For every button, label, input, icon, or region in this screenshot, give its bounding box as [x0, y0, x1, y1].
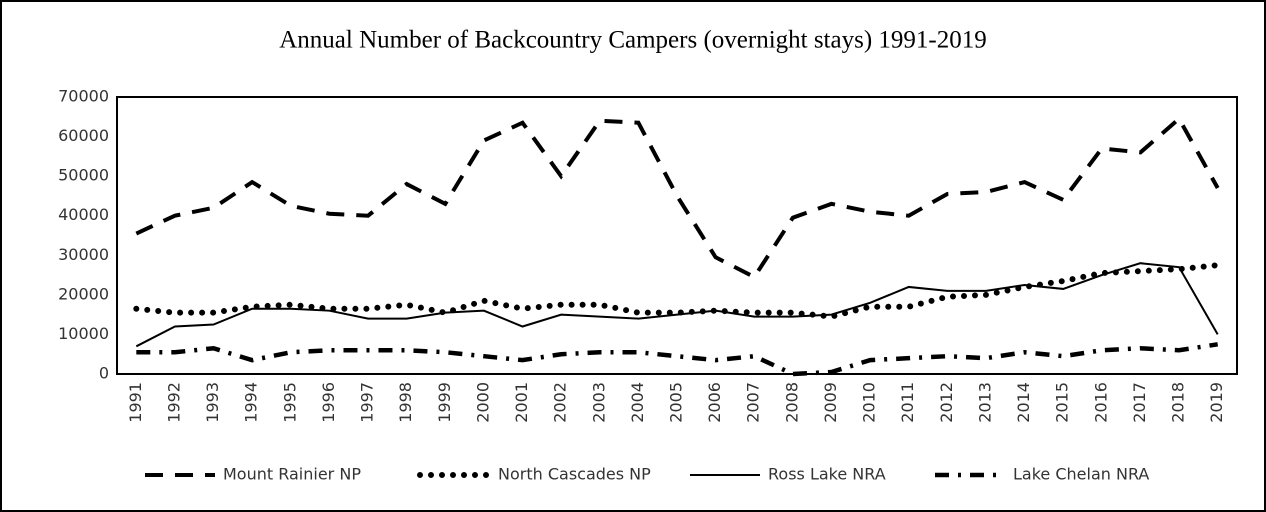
x-tick-label: 1994 [242, 382, 261, 423]
x-tick-label: 2016 [1091, 382, 1110, 423]
x-tick-label: 2015 [1053, 382, 1072, 423]
x-tick-label: 2012 [937, 382, 956, 423]
y-tick-label: 70000 [58, 87, 109, 106]
y-tick-label: 30000 [58, 245, 109, 264]
x-tick-label: 1997 [358, 382, 377, 423]
series-line [135, 262, 1219, 348]
x-tick-label: 2009 [821, 382, 840, 423]
x-tick-label: 1999 [435, 382, 454, 423]
x-tick-label: 2000 [473, 382, 492, 423]
legend-label: Lake Chelan NRA [1013, 465, 1149, 484]
series-line [133, 262, 1221, 320]
x-tick-label: 2018 [1169, 382, 1188, 423]
x-tick-label: 2008 [782, 382, 801, 423]
x-tick-label: 2003 [589, 382, 608, 423]
x-tick-label: 2006 [705, 382, 724, 423]
x-tick-label: 2019 [1207, 382, 1226, 423]
plot-border [116, 96, 1238, 375]
x-tick-label: 2002 [551, 382, 570, 423]
x-tick-label: 2013 [975, 382, 994, 423]
x-tick-label: 2014 [1014, 382, 1033, 423]
x-tick-label: 2007 [744, 382, 763, 423]
x-tick-label: 2001 [512, 382, 531, 423]
y-tick-label: 40000 [58, 205, 109, 224]
legend-label: Ross Lake NRA [768, 465, 886, 484]
y-tick-label: 60000 [58, 126, 109, 145]
x-tick-label: 2005 [667, 382, 686, 423]
x-tick-label: 1998 [396, 382, 415, 423]
x-tick-label: 1995 [280, 382, 299, 423]
x-tick-label: 1991 [126, 382, 145, 423]
x-tick-label: 2004 [628, 382, 647, 423]
legend-label: Mount Rainier NP [223, 465, 361, 484]
x-tick-label: 1992 [164, 382, 183, 423]
x-tick-label: 1996 [319, 382, 338, 423]
legend-label: North Cascades NP [498, 465, 651, 484]
x-tick-label: 1993 [203, 382, 222, 423]
x-tick-label: 2011 [898, 382, 917, 423]
y-tick-label: 50000 [58, 166, 109, 185]
y-tick-label: 10000 [58, 324, 109, 343]
series-line [136, 342, 1219, 377]
y-tick-label: 20000 [58, 284, 109, 303]
x-tick-label: 2017 [1130, 382, 1149, 423]
x-tick-label: 2010 [860, 382, 879, 423]
y-tick-label: 0 [99, 364, 109, 383]
chart-title: Annual Number of Backcountry Campers (ov… [279, 27, 986, 54]
